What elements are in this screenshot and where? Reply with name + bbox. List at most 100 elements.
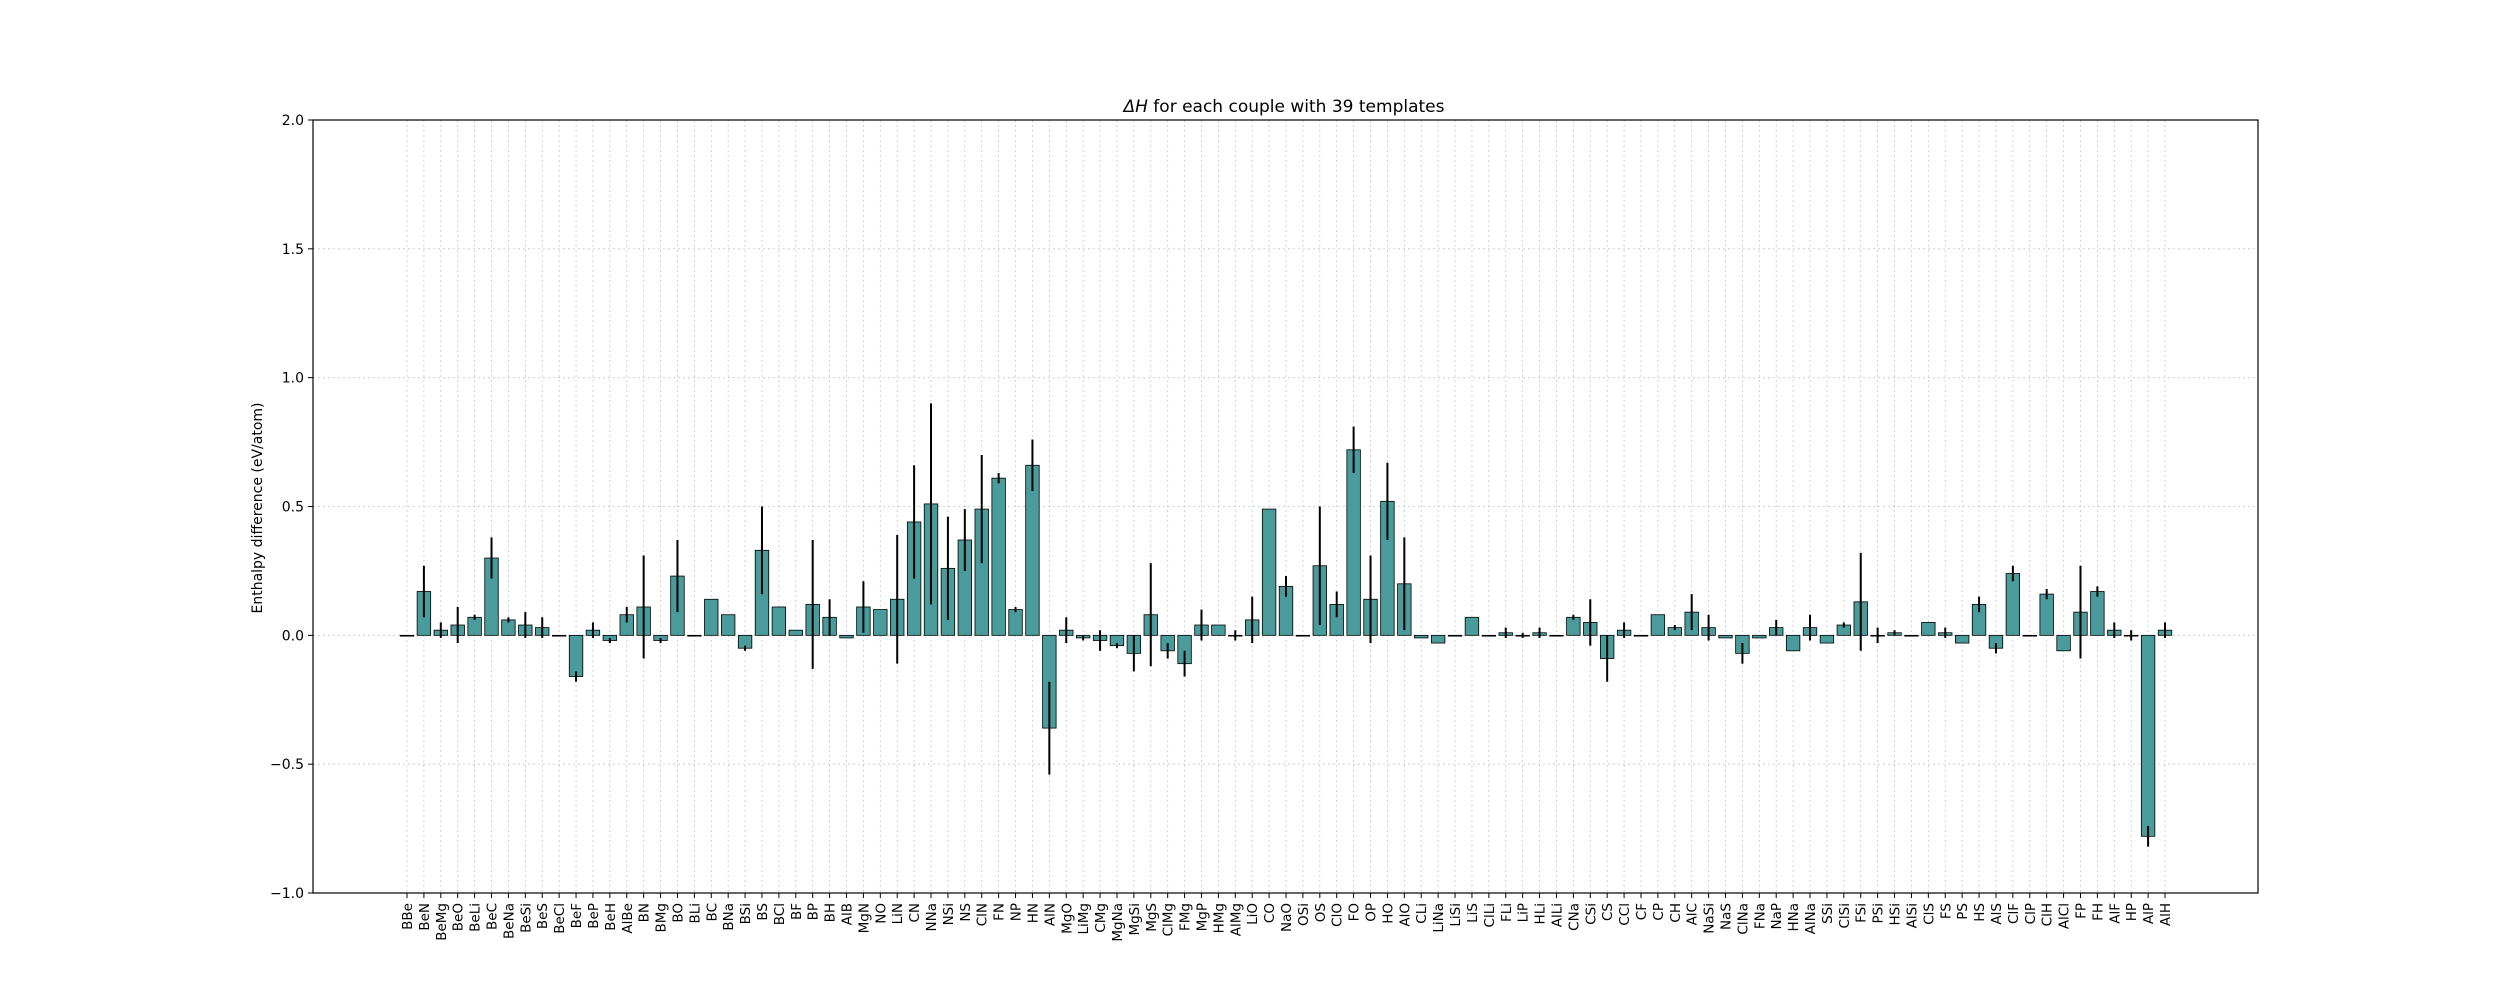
bar-CP — [1650, 614, 1666, 636]
x-tick-label-HMg: HMg — [1211, 903, 1227, 933]
bar-NO — [873, 609, 888, 636]
x-tick-label-ClH: ClH — [2040, 903, 2056, 926]
x-tick-label-CF: CF — [1634, 903, 1650, 920]
bar-BeLi — [467, 616, 482, 636]
grid-layer — [313, 119, 2258, 894]
y-tick-label: 1.0 — [282, 371, 304, 387]
y-tick-label: 0.0 — [282, 628, 304, 644]
x-tick-label-BNa: BNa — [721, 903, 737, 931]
x-tick-label-NaO: NaO — [1279, 903, 1295, 932]
x-tick-label-AlF: AlF — [2107, 903, 2123, 924]
bar-HMg — [1211, 624, 1226, 636]
x-tick-label-AlNa: AlNa — [1803, 903, 1819, 934]
bar-BF — [788, 629, 803, 636]
x-tick-label-AlH: AlH — [2158, 903, 2174, 926]
x-tick-label-AlC: AlC — [1685, 903, 1701, 925]
y-tick-label: −0.5 — [270, 757, 304, 773]
x-tick-label-BMg: BMg — [654, 903, 670, 932]
bar-ClP — [2022, 634, 2037, 637]
bar-AlP — [2140, 634, 2156, 837]
x-tick-label-CNa: CNa — [1566, 903, 1582, 931]
bar-FH — [2090, 591, 2105, 636]
bar-BC — [704, 598, 719, 636]
x-tick-label-AlLi: AlLi — [1549, 903, 1565, 927]
title-symbol: ΔH — [1121, 97, 1148, 117]
x-tick-label-HNa: HNa — [1786, 903, 1802, 932]
x-tick-label-NP: NP — [1009, 903, 1025, 921]
bar-FNa — [1752, 634, 1767, 639]
error-bar-layer — [422, 403, 2166, 847]
x-tick-label-HLi: HLi — [1533, 903, 1549, 924]
bar-BeF — [568, 634, 584, 677]
bar-BLi — [687, 634, 702, 637]
x-tick-label-BP: BP — [806, 903, 822, 920]
bar-OSi — [1295, 634, 1311, 637]
x-tick-label-NaP: NaP — [1769, 903, 1785, 930]
x-tick-label-BO: BO — [670, 903, 686, 923]
x-tick-label-ClLi: ClLi — [1482, 903, 1498, 927]
bar-LiNa — [1430, 634, 1446, 644]
x-tick-label-ClN: ClN — [975, 903, 991, 926]
bar-SSi — [1819, 634, 1835, 644]
y-tick-label: −1.0 — [270, 886, 304, 902]
bar-ClLi — [1481, 634, 1497, 637]
bar-LiSi — [1447, 634, 1463, 637]
x-tick-label-NSi: NSi — [941, 903, 957, 925]
x-tick-label-BS: BS — [755, 903, 771, 921]
bar-AlLi — [1549, 634, 1564, 637]
x-tick-label-FN: FN — [992, 903, 1008, 921]
x-tick-label-ClMg: ClMg — [1161, 903, 1177, 936]
x-tick-label-BeC: BeC — [485, 903, 501, 930]
x-tick-label-NS: NS — [958, 903, 974, 922]
x-tick-label-AlS: AlS — [1989, 903, 2005, 925]
x-tick-label-CS: CS — [1600, 903, 1616, 921]
x-axis-ticks: BBe BeN BeMg BeO BeLi BeC BeNa BeSi BeS BeCl BeF Be… — [400, 893, 2174, 942]
x-tick-label-FH: FH — [2090, 903, 2106, 921]
x-tick-label-BeP: BeP — [586, 903, 602, 929]
x-tick-label-OS: OS — [1313, 903, 1329, 922]
x-tick-label-MgN: MgN — [856, 903, 872, 933]
y-tick-label: 1.5 — [282, 242, 304, 258]
x-tick-label-ClF: ClF — [2006, 903, 2022, 924]
x-tick-label-LiP: LiP — [1516, 903, 1532, 922]
x-tick-label-NNa: NNa — [924, 903, 940, 931]
bar-ClH — [2039, 593, 2054, 636]
title-text: for each couple with 39 templates — [1148, 97, 1445, 117]
bar-PS — [1954, 634, 1970, 644]
x-tick-label-AlMg: AlMg — [1228, 903, 1244, 936]
x-tick-label-BeLi: BeLi — [468, 903, 484, 932]
x-tick-label-FNa: FNa — [1752, 903, 1768, 929]
x-tick-label-CH: CH — [1668, 903, 1684, 923]
x-tick-label-CCl: CCl — [1617, 903, 1633, 926]
bar-ClF — [2005, 573, 2021, 636]
x-tick-label-AlSi: AlSi — [1904, 903, 1920, 928]
x-tick-label-BN: BN — [637, 903, 653, 922]
x-tick-label-FO: FO — [1347, 903, 1363, 921]
bar-LiS — [1464, 616, 1480, 636]
x-tick-label-CN: CN — [907, 903, 923, 923]
x-tick-label-BF: BF — [789, 903, 805, 920]
bar-CLi — [1414, 634, 1429, 639]
x-tick-label-FMg: FMg — [1178, 903, 1194, 931]
x-tick-label-AlO: AlO — [1397, 903, 1413, 927]
y-axis-ticks: −1.0 −0.5 0.0 0.5 1.0 1.5 2.0 — [270, 113, 313, 902]
bar-CNa — [1566, 616, 1581, 636]
x-tick-label-AlCl: AlCl — [2057, 903, 2073, 929]
x-tick-label-BeMg: BeMg — [434, 903, 450, 941]
x-tick-label-LiO: LiO — [1245, 903, 1261, 925]
bar-layer — [399, 449, 2173, 837]
x-tick-label-MgS: MgS — [1144, 903, 1160, 932]
x-tick-label-NaS: NaS — [1719, 903, 1735, 930]
x-tick-label-FP: FP — [2073, 903, 2089, 919]
x-tick-label-CLi: CLi — [1414, 903, 1430, 924]
bar-BNa — [721, 614, 736, 636]
x-tick-label-ClS: ClS — [1921, 903, 1937, 925]
x-tick-label-BBe: BBe — [400, 903, 416, 930]
x-tick-label-BeS: BeS — [535, 903, 551, 929]
x-tick-label-HP: HP — [2124, 903, 2140, 921]
x-tick-label-BeNa: BeNa — [501, 903, 517, 939]
x-tick-label-OP: OP — [1364, 903, 1380, 922]
bar-AlB — [839, 634, 854, 639]
